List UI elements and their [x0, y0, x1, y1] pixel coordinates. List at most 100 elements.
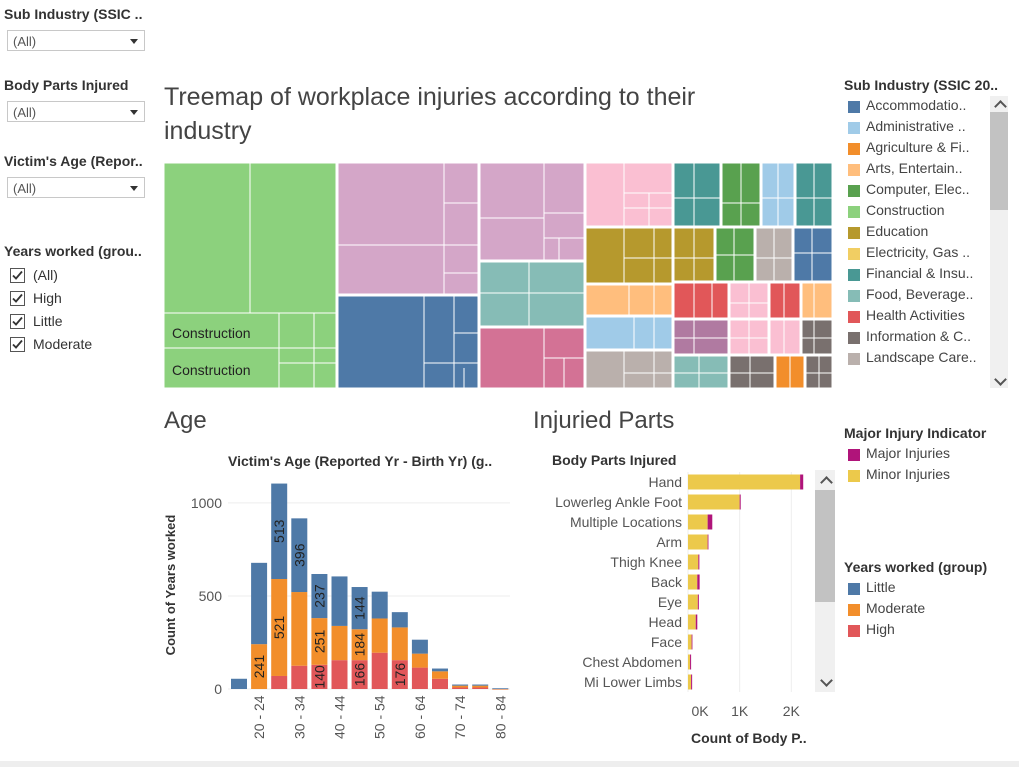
age-bar-segment[interactable] [432, 678, 448, 689]
age-bar-segment[interactable] [452, 685, 469, 688]
parts-category-label[interactable]: Mi Lower Limbs [584, 674, 682, 690]
age-bar-segment[interactable] [432, 671, 448, 679]
age-bar-segment[interactable] [371, 652, 388, 689]
age-bar-segment[interactable] [351, 629, 368, 661]
parts-category-label[interactable]: Multiple Locations [570, 514, 682, 530]
age-bar-segment[interactable] [411, 639, 428, 654]
parts-bar-segment[interactable] [698, 554, 700, 570]
checkbox[interactable] [10, 291, 25, 306]
treemap-tile[interactable] [673, 282, 729, 319]
treemap-tile[interactable] [673, 355, 729, 388]
parts-category-label[interactable]: Thigh Knee [610, 554, 682, 570]
age-bar-segment[interactable] [331, 625, 348, 661]
scroll-thumb[interactable] [990, 112, 1008, 210]
treemap-tile[interactable] [801, 282, 832, 319]
age-bar-segment[interactable] [351, 587, 368, 630]
parts-chart-scrollbar[interactable] [815, 470, 835, 692]
parts-category-label[interactable]: Lowerleg Ankle Foot [555, 494, 682, 510]
parts-bar-segment[interactable] [688, 674, 692, 690]
scroll-down-icon[interactable] [994, 373, 1007, 386]
age-bar-segment[interactable] [271, 483, 288, 580]
parts-bar-segment[interactable] [800, 474, 804, 490]
parts-bar-segment[interactable] [691, 674, 693, 690]
parts-bar-segment[interactable] [688, 654, 691, 670]
treemap-tile[interactable] [337, 295, 479, 388]
age-bar-segment[interactable] [311, 664, 328, 689]
treemap-tile[interactable] [337, 163, 479, 295]
scroll-up-icon[interactable] [994, 100, 1007, 113]
parts-bar-segment[interactable] [688, 574, 698, 590]
parts-category-label[interactable]: Face [651, 634, 682, 650]
parts-bar-segment[interactable] [739, 494, 741, 510]
age-bar-segment[interactable] [271, 675, 288, 689]
age-bar-segment[interactable] [452, 687, 469, 689]
parts-bar-segment[interactable] [697, 594, 699, 610]
body-parts-dropdown[interactable]: (All) [7, 101, 145, 122]
scroll-thumb[interactable] [815, 490, 835, 602]
parts-bar-segment[interactable] [688, 634, 692, 650]
age-bar-segment[interactable] [271, 579, 288, 676]
age-bar-segment[interactable] [391, 660, 408, 689]
age-bar-segment[interactable] [452, 684, 469, 686]
treemap-tile[interactable] [769, 319, 801, 355]
parts-bar-segment[interactable] [707, 514, 713, 530]
parts-bar-segment[interactable] [688, 474, 801, 490]
age-bar-segment[interactable] [472, 687, 489, 689]
parts-category-label[interactable]: Chest Abdomen [582, 654, 682, 670]
treemap-tile[interactable] [479, 163, 585, 261]
parts-category-label[interactable]: Eye [658, 594, 682, 610]
parts-category-label[interactable]: Head [649, 614, 682, 630]
age-bar-segment[interactable] [371, 591, 388, 619]
treemap-tile[interactable] [769, 282, 801, 319]
treemap-tile[interactable] [585, 227, 673, 284]
treemap-tile[interactable] [673, 319, 729, 355]
treemap-tile[interactable] [673, 163, 721, 227]
parts-bar-segment[interactable] [688, 614, 696, 630]
age-bar-segment[interactable] [391, 627, 408, 661]
treemap-tile[interactable] [585, 163, 673, 227]
age-bar-segment[interactable] [291, 518, 308, 593]
treemap-tile[interactable] [479, 261, 585, 327]
age-bar-segment[interactable] [432, 668, 448, 672]
parts-category-label[interactable]: Back [651, 574, 683, 590]
treemap-tile[interactable] [801, 319, 832, 355]
parts-bar-segment[interactable] [688, 494, 740, 510]
age-bar-segment[interactable] [411, 667, 428, 689]
parts-bar-segment[interactable] [691, 634, 693, 650]
age-bar-segment[interactable] [371, 618, 388, 653]
parts-bar-segment[interactable] [707, 534, 709, 550]
age-bar-segment[interactable] [391, 612, 408, 628]
age-bar-segment[interactable] [311, 618, 328, 665]
parts-bar-segment[interactable] [690, 654, 692, 670]
checkbox[interactable] [10, 337, 25, 352]
age-bar-segment[interactable] [472, 685, 489, 688]
treemap-tile[interactable] [585, 316, 673, 350]
treemap-tile[interactable] [729, 355, 775, 388]
sub-industry-dropdown[interactable]: (All) [7, 30, 145, 51]
treemap-tile[interactable] [585, 350, 673, 388]
scroll-up-icon[interactable] [820, 476, 833, 489]
checkbox[interactable] [10, 268, 25, 283]
sub-industry-legend-scrollbar[interactable] [990, 96, 1008, 388]
age-dropdown[interactable]: (All) [7, 177, 145, 198]
age-bar-segment[interactable] [311, 573, 328, 619]
age-bar-segment[interactable] [472, 684, 489, 686]
age-bar-segment[interactable] [251, 562, 268, 645]
checkbox[interactable] [10, 314, 25, 329]
age-bar-segment[interactable] [492, 688, 509, 690]
age-bar-segment[interactable] [411, 653, 428, 668]
parts-bar-segment[interactable] [697, 574, 700, 590]
age-bar-segment[interactable] [291, 665, 308, 689]
parts-bar-segment[interactable] [688, 594, 698, 610]
parts-bar-segment[interactable] [695, 614, 698, 630]
parts-chart[interactable]: Body Parts Injured 0K 1K 2K Hand Lowerleg Ank… [530, 445, 820, 755]
parts-category-label[interactable]: Arm [656, 534, 682, 550]
treemap-tile[interactable] [793, 227, 832, 282]
age-chart[interactable]: Victim's Age (Reported Yr - Birth Yr) (g… [160, 445, 520, 755]
age-bar-segment[interactable] [231, 678, 247, 689]
parts-category-label[interactable]: Hand [649, 474, 682, 490]
age-bar-segment[interactable] [331, 660, 348, 689]
age-bar-segment[interactable] [351, 660, 368, 689]
scroll-down-icon[interactable] [820, 674, 833, 687]
age-bar-segment[interactable] [251, 644, 268, 689]
